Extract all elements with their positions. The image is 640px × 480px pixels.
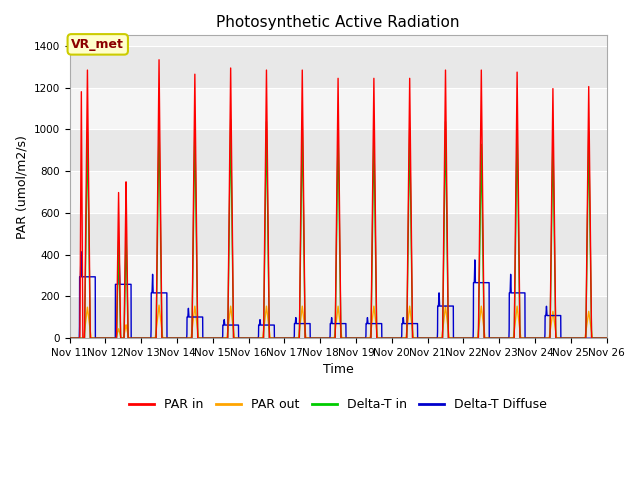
Line: PAR in: PAR in [70, 60, 607, 338]
Delta-T Diffuse [79, 274, 87, 280]
Delta-T in [79, 336, 87, 341]
PAR in [156, 57, 163, 62]
PAR in [503, 336, 511, 341]
Delta-T in [185, 336, 193, 341]
PAR in [251, 336, 259, 341]
Delta-T in [156, 117, 163, 122]
PAR out [156, 302, 163, 308]
Delta-T in [503, 336, 511, 341]
PAR out [79, 336, 87, 341]
Y-axis label: PAR (umol/m2/s): PAR (umol/m2/s) [15, 135, 28, 239]
Line: Delta-T Diffuse: Delta-T Diffuse [70, 250, 607, 338]
Delta-T Diffuse [300, 321, 308, 326]
PAR out [251, 336, 259, 341]
PAR in [603, 336, 611, 341]
Delta-T Diffuse [503, 336, 511, 341]
Delta-T in [251, 336, 259, 341]
Delta-T Diffuse [603, 336, 611, 341]
PAR in [300, 244, 308, 250]
Bar [70, 255, 607, 297]
Line: Delta-T in: Delta-T in [70, 120, 607, 338]
PAR out [503, 336, 511, 341]
Delta-T Diffuse [66, 336, 74, 341]
PAR in [100, 336, 108, 341]
Line: PAR out: PAR out [70, 305, 607, 338]
Title: Photosynthetic Active Radiation: Photosynthetic Active Radiation [216, 15, 460, 30]
Bar [70, 46, 607, 87]
PAR out [603, 336, 611, 341]
PAR out [300, 320, 308, 325]
Delta-T Diffuse [115, 247, 123, 252]
Delta-T Diffuse [100, 336, 108, 341]
X-axis label: Time: Time [323, 363, 353, 376]
PAR out [185, 336, 193, 341]
Delta-T in [100, 336, 108, 341]
Delta-T Diffuse [251, 336, 259, 341]
Bar [70, 129, 607, 171]
Bar [70, 171, 607, 213]
Legend: PAR in, PAR out, Delta-T in, Delta-T Diffuse: PAR in, PAR out, Delta-T in, Delta-T Dif… [124, 393, 552, 416]
Delta-T in [603, 336, 611, 341]
Delta-T Diffuse [185, 308, 193, 314]
Delta-T in [66, 336, 74, 341]
Delta-T in [300, 262, 308, 267]
PAR in [66, 336, 74, 341]
PAR in [185, 336, 193, 341]
PAR out [66, 336, 74, 341]
Bar [70, 87, 607, 129]
PAR out [100, 336, 108, 341]
Text: VR_met: VR_met [71, 38, 124, 51]
PAR in [79, 336, 87, 341]
Bar [70, 213, 607, 255]
Bar [70, 297, 607, 338]
